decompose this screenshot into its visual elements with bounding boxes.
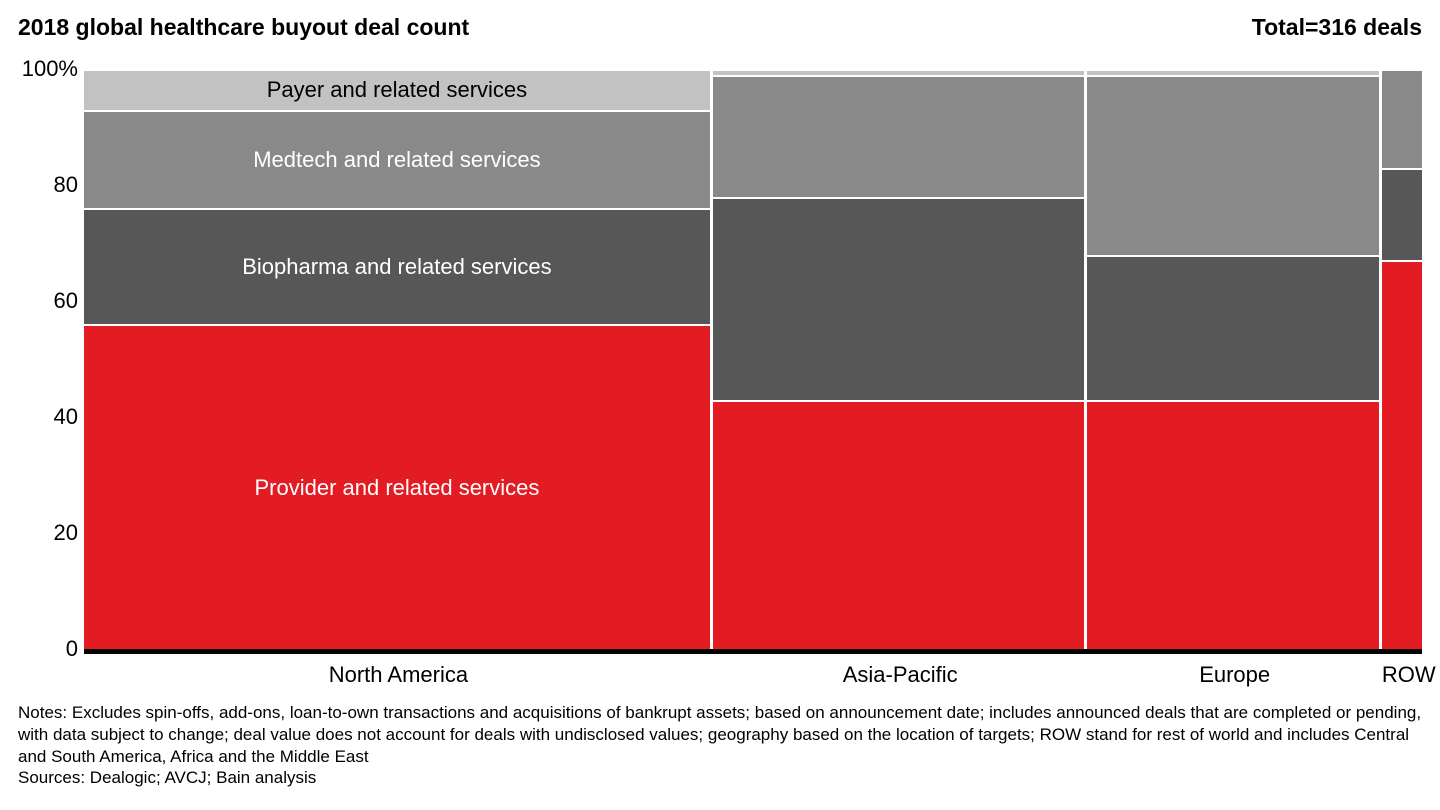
y-tick-label: 100% — [18, 56, 78, 82]
chart-total-label: Total=316 deals — [1252, 14, 1422, 41]
chart-column: Provider and related services Biopharma a… — [84, 69, 713, 649]
segment-label: Payer and related services — [267, 77, 527, 103]
x-axis-label: Asia-Pacific — [713, 662, 1088, 688]
chart-segment — [1382, 69, 1422, 168]
chart-segment — [1087, 255, 1378, 400]
y-tick-label: 20 — [18, 520, 78, 546]
chart-segment — [713, 197, 1085, 400]
chart-segment — [1087, 400, 1378, 649]
chart-column — [1087, 69, 1381, 649]
chart-area: 020406080100% Provider and related servi… — [18, 69, 1422, 688]
notes-sources: Sources: Dealogic; AVCJ; Bain analysis — [18, 767, 1422, 789]
x-axis-label: North America — [84, 662, 713, 688]
segment-label: Provider and related services — [254, 475, 539, 501]
y-tick-label: 40 — [18, 404, 78, 430]
chart-segment — [713, 75, 1085, 197]
chart-column — [1382, 69, 1422, 649]
chart-title: 2018 global healthcare buyout deal count — [18, 14, 469, 41]
chart-segment: Provider and related services — [84, 324, 710, 649]
chart-column — [713, 69, 1088, 649]
y-axis: 020406080100% — [18, 69, 84, 649]
y-tick-label: 0 — [18, 636, 78, 662]
chart-segment — [1087, 75, 1378, 255]
chart-segment — [713, 400, 1085, 649]
y-tick-label: 60 — [18, 288, 78, 314]
x-axis-labels: North AmericaAsia-PacificEuropeROW — [84, 662, 1422, 688]
y-tick-label: 80 — [18, 172, 78, 198]
chart-notes: Notes: Excludes spin-offs, add-ons, loan… — [18, 702, 1422, 789]
x-axis-label: Europe — [1087, 662, 1381, 688]
plot-area: 020406080100% Provider and related servi… — [84, 69, 1422, 654]
notes-text: Notes: Excludes spin-offs, add-ons, loan… — [18, 702, 1422, 767]
chart-segment: Medtech and related services — [84, 110, 710, 209]
chart-segment — [1382, 168, 1422, 261]
segment-label: Biopharma and related services — [242, 254, 551, 280]
chart-container: 2018 global healthcare buyout deal count… — [0, 0, 1440, 810]
segment-label: Medtech and related services — [253, 147, 540, 173]
chart-segment: Biopharma and related services — [84, 208, 710, 324]
chart-segment — [1382, 260, 1422, 649]
x-axis-label: ROW — [1382, 662, 1422, 688]
chart-columns: Provider and related services Biopharma a… — [84, 69, 1422, 649]
chart-segment: Payer and related services — [84, 69, 710, 110]
chart-header: 2018 global healthcare buyout deal count… — [18, 14, 1422, 41]
